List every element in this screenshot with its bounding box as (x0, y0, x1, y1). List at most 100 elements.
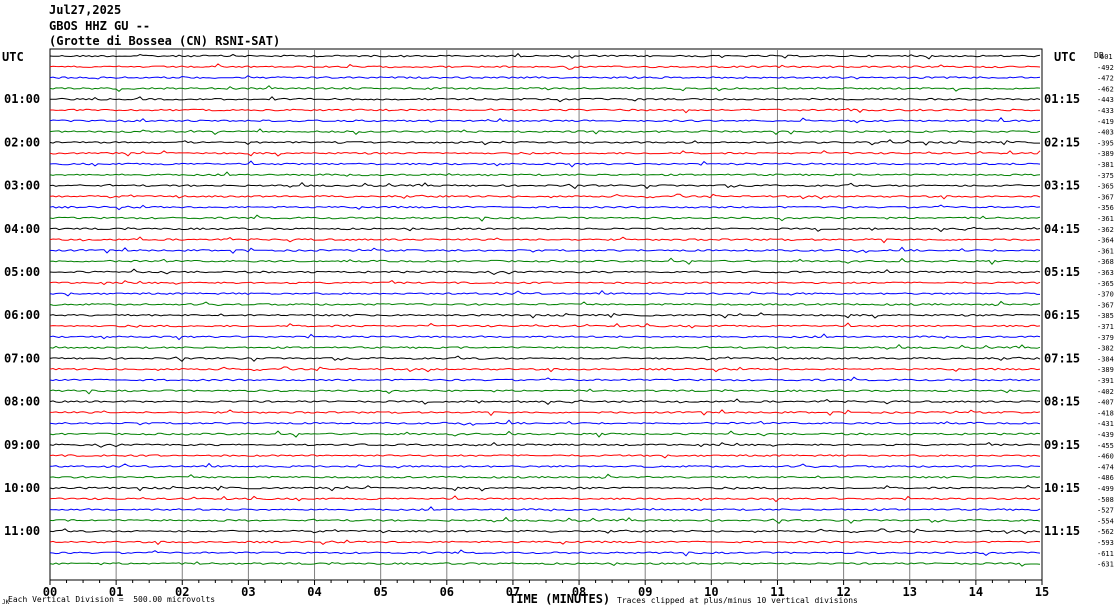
trace-level-label: -389 (1097, 150, 1114, 158)
trace-level-label: -527 (1097, 507, 1114, 515)
trace-level-label: -385 (1097, 312, 1114, 320)
trace-level-label: -499 (1097, 485, 1114, 493)
seismic-trace (49, 333, 1041, 341)
x-tick-label: 06 (440, 585, 454, 599)
trace-level-label: -365 (1097, 280, 1114, 288)
hour-label-left: 06:00 (4, 308, 40, 322)
hour-label-left: 02:00 (4, 135, 40, 149)
seismic-trace (49, 204, 1041, 211)
seismic-trace (49, 289, 1040, 297)
trace-level-label: -419 (1097, 118, 1114, 126)
seismic-trace (49, 409, 1041, 417)
x-tick-label: 14 (969, 585, 983, 599)
seismic-trace (49, 454, 1041, 459)
seismic-trace (49, 388, 1041, 395)
x-tick-label: 09 (638, 585, 652, 599)
utc-label-left: UTC (2, 50, 24, 64)
trace-level-label: -365 (1097, 183, 1114, 191)
trace-level-label: -384 (1097, 355, 1114, 363)
trace-level-label: -455 (1097, 442, 1114, 450)
hour-label-left: 04:00 (4, 222, 40, 236)
plot-frame (49, 48, 1043, 581)
x-tick-label: 04 (307, 585, 321, 599)
seismic-trace (49, 160, 1041, 168)
trace-level-label: -431 (1097, 420, 1114, 428)
seismic-trace (49, 462, 1041, 469)
hour-label-right: 03:15 (1044, 179, 1080, 193)
seismic-trace (49, 171, 1041, 177)
x-tick-label: 03 (241, 585, 255, 599)
trace-level-label: -356 (1097, 204, 1114, 212)
trace-level-label: -364 (1097, 237, 1114, 245)
hour-label-right: 04:15 (1044, 222, 1080, 236)
hour-label-right: 05:15 (1044, 265, 1080, 279)
seismic-trace (49, 193, 1041, 200)
seismic-trace (49, 312, 1041, 319)
seismic-trace (49, 75, 1041, 80)
trace-level-label: -402 (1097, 388, 1114, 396)
x-tick-label: 12 (836, 585, 850, 599)
seismic-trace (49, 236, 1041, 244)
trace-level-label: -403 (1097, 129, 1114, 137)
hour-label-left: 08:00 (4, 395, 40, 409)
trace-level-label: -363 (1097, 269, 1114, 277)
seismic-trace (49, 484, 1041, 492)
seismic-trace (49, 181, 1041, 190)
trace-level-label: -382 (1097, 345, 1114, 353)
trace-level-label: -593 (1097, 539, 1114, 547)
seismic-trace (49, 139, 1040, 146)
x-tick-label: 11 (770, 585, 784, 599)
vertical-division-note: Each Vertical Division = 500.00 microvol… (8, 595, 216, 604)
seismic-trace (49, 52, 1041, 60)
trace-level-label: -554 (1097, 517, 1114, 525)
seismic-trace (49, 495, 1041, 503)
seismic-trace (49, 268, 1041, 275)
plot-date: Jul27,2025 (49, 3, 122, 17)
hour-label-left: 09:00 (4, 438, 40, 452)
x-tick-label: 10 (704, 585, 718, 599)
trace-level-label: -381 (1097, 161, 1114, 169)
trace-level-label: -443 (1097, 96, 1114, 104)
trace-level-label: -407 (1097, 399, 1114, 407)
trace-level-label: -472 (1097, 75, 1114, 83)
seismic-trace (49, 226, 1041, 233)
station-code: GBOS HHZ GU -- (49, 19, 151, 33)
x-tick-label: 00 (43, 585, 57, 599)
seismic-trace (49, 441, 1041, 448)
hour-label-right: 11:15 (1044, 524, 1080, 538)
x-tick-label: 05 (373, 585, 387, 599)
seismic-trace (49, 473, 1041, 479)
hour-label-left: 07:00 (4, 351, 40, 365)
x-tick-label: 08 (572, 585, 586, 599)
trace-level-label: -367 (1097, 301, 1114, 309)
seismic-trace (49, 214, 1041, 222)
x-tick-label: 01 (109, 585, 123, 599)
trace-level-label: -361 (1097, 247, 1114, 255)
hour-label-right: 08:15 (1044, 395, 1080, 409)
x-tick-label: 13 (903, 585, 917, 599)
hour-label-right: 06:15 (1044, 308, 1080, 322)
trace-level-label: -361 (1097, 215, 1114, 223)
trace-level-label: -562 (1097, 528, 1114, 536)
seismic-trace (49, 257, 1041, 265)
seismic-trace (50, 96, 1041, 103)
trace-level-label: -631 (1097, 561, 1114, 569)
trace-level-label: -474 (1097, 463, 1114, 471)
seismic-trace (49, 128, 1041, 136)
seismic-trace (49, 85, 1041, 92)
hour-label-right: 02:15 (1044, 135, 1080, 149)
seismic-trace (50, 108, 1041, 114)
trace-level-label: -460 (1097, 453, 1114, 461)
seismic-trace (49, 419, 1041, 426)
station-location: (Grotte di Bossea (CN) RSNI-SAT) (49, 34, 281, 48)
trace-level-label: -375 (1097, 172, 1114, 180)
seismic-trace (49, 63, 1041, 70)
seismic-trace (49, 366, 1041, 373)
trace-level-label: -439 (1097, 431, 1114, 439)
trace-level-label: -370 (1097, 291, 1114, 299)
seismic-trace (49, 279, 1041, 286)
seismic-trace (49, 150, 1041, 157)
seismic-trace (49, 376, 1041, 382)
trace-level-label: -418 (1097, 409, 1114, 417)
